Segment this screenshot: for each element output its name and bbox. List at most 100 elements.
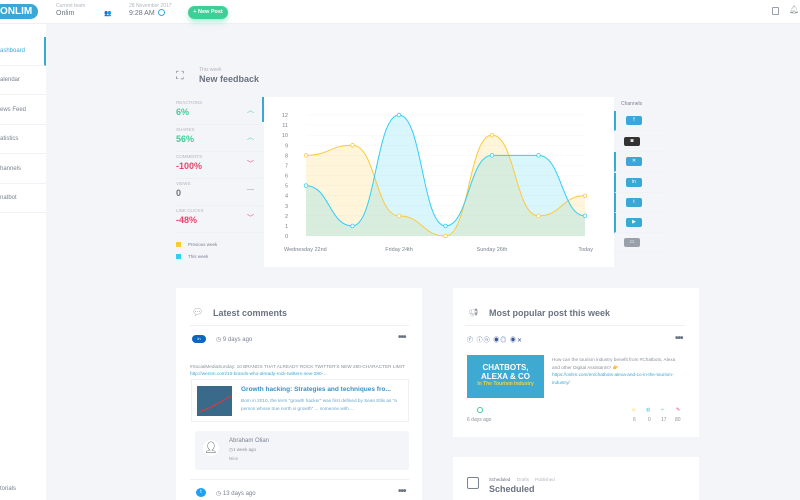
sidebar-item-tutorials[interactable]: torials xyxy=(0,486,17,492)
data-point xyxy=(350,223,355,229)
comment-time: ◷ 9 days ago xyxy=(216,337,253,343)
sidebar-item-dashboard[interactable]: ashboard xyxy=(0,37,46,66)
chevron-up-icon: ︿ xyxy=(247,107,254,114)
channel-xing[interactable]: ✕ xyxy=(614,152,668,172)
team-users-icon[interactable]: 👥 xyxy=(104,11,112,17)
logo[interactable]: ONLIM xyxy=(0,4,39,19)
data-point xyxy=(489,132,495,138)
calendar-icon[interactable] xyxy=(772,7,779,15)
channel-twitter[interactable]: t xyxy=(614,193,668,213)
scheduled-title: Scheduled xyxy=(489,484,535,494)
data-point xyxy=(303,183,309,188)
legend-swatch-this-week xyxy=(176,254,181,259)
share-icon: ⑂ xyxy=(661,407,665,413)
reply: 👤︎ Abraham Olian ◷1 week ago Nice xyxy=(195,431,409,470)
reply-text: Nice xyxy=(229,456,239,461)
stat-shares: 17 xyxy=(661,417,667,423)
sidebar-item-chatbot[interactable]: natbot xyxy=(0,184,46,213)
kpi-link-clicks: Link clicks -48% ﹀ xyxy=(176,206,262,233)
facebook-icon: f xyxy=(626,116,642,125)
y-tick-label: 10 xyxy=(282,133,288,139)
comment-icon: 💬︎ xyxy=(192,307,204,317)
data-point xyxy=(443,233,448,239)
channel-youtube[interactable]: ▶ xyxy=(614,213,668,233)
x-tick-label: Sunday 26th xyxy=(477,247,508,253)
kpi-views: Views 0— xyxy=(176,179,262,206)
popular-post-card: 📢︎ Most popular post this week ⓕ ⓘⓝ ◉◎ ◉… xyxy=(453,288,699,437)
sidebar-item-calendar[interactable]: alendar xyxy=(0,66,46,95)
data-point xyxy=(396,213,402,219)
channel-other[interactable]: ▭ xyxy=(614,233,668,253)
sidebar-item-channels[interactable]: hannels xyxy=(0,155,46,184)
scheduled-card: Scheduled Drafts Published Scheduled xyxy=(453,457,699,500)
instagram-icon: ◙ xyxy=(624,137,640,146)
bell-icon[interactable]: 🔔︎ xyxy=(789,5,800,14)
tab-scheduled[interactable]: Scheduled xyxy=(489,477,511,482)
twitter-icon: t xyxy=(196,488,206,497)
area-this-week xyxy=(306,115,585,236)
clock-icon[interactable] xyxy=(158,9,165,16)
link-preview[interactable]: Growth hacking: Strategies and technique… xyxy=(191,379,409,422)
linkedin-icon: in xyxy=(626,178,642,187)
y-tick-label: 12 xyxy=(282,113,288,119)
data-point xyxy=(303,153,309,158)
preview-title[interactable]: Growth hacking: Strategies and technique… xyxy=(241,386,391,393)
data-point xyxy=(489,153,495,158)
chart-card: 0 1 2 3 4 5 6 7 8 9 10 11 12 Wednesday 22nd Friday 24t… xyxy=(264,97,614,267)
x-tick-label: Wednesday 22nd xyxy=(284,247,327,253)
youtube-icon: ▶ xyxy=(626,218,642,227)
comments-title: Latest comments xyxy=(213,308,288,318)
xing-icon: ✕ xyxy=(626,157,642,166)
sidebar-item-news-feed[interactable]: ews Feed xyxy=(0,96,46,125)
more-options-button-2[interactable]: ••• xyxy=(398,486,406,497)
chevron-down-icon: ﹀ xyxy=(247,215,254,222)
channel-icons: ⓕ ⓘⓝ ◉◎ ◉✕ xyxy=(467,338,524,344)
linkedin-icon: in xyxy=(192,335,206,343)
tab-drafts[interactable]: Drafts xyxy=(517,477,530,482)
post-link[interactable]: https://onlim.com/en/chatbots-alexa-and-… xyxy=(552,372,674,385)
legend-swatch-previous xyxy=(176,242,181,247)
legend-previous-week: Previous week xyxy=(188,242,218,247)
data-point xyxy=(396,112,402,118)
smile-icon: ☺ xyxy=(631,407,637,413)
post-image[interactable]: CHATBOTS, ALEXA & CO In The Tourism Indu… xyxy=(467,355,544,398)
y-tick-label: 8 xyxy=(285,153,288,159)
area-previous-week xyxy=(306,135,585,236)
sidebar-item-statistics[interactable]: atistics xyxy=(0,125,46,154)
more-options-button[interactable]: ••• xyxy=(675,333,683,344)
team-name[interactable]: Onlim xyxy=(56,10,75,17)
sidebar: ashboard alendar ews Feed atistics hanne… xyxy=(0,24,46,500)
more-options-button[interactable]: ••• xyxy=(398,332,406,343)
latest-comments-card: 💬︎ Latest comments in ◷ 9 days ago ••• #… xyxy=(176,288,422,500)
y-tick-label: 9 xyxy=(285,143,288,149)
post-link[interactable]: http://wersm.com/10-brands-who-already-r… xyxy=(190,371,328,376)
y-tick-label: 0 xyxy=(285,234,288,240)
popular-title: Most popular post this week xyxy=(489,308,611,318)
dash-icon: — xyxy=(247,186,254,193)
feedback-subtitle: This week xyxy=(199,67,222,73)
data-point xyxy=(350,143,355,148)
y-tick-label: 2 xyxy=(285,214,288,220)
calendar-clock-icon xyxy=(467,477,479,489)
kpi-reactions: Reactions 6% ︿ xyxy=(176,98,262,125)
avatar: 👤︎ xyxy=(203,440,219,456)
channel-facebook[interactable]: f xyxy=(614,111,668,131)
stat-comments: 0 xyxy=(648,417,651,423)
top-bar: ONLIM Current team Onlim 👥 28 November 2… xyxy=(0,0,800,24)
new-post-button[interactable]: + New Post xyxy=(188,6,228,19)
kpi-active-indicator xyxy=(262,97,264,122)
tab-published[interactable]: Published xyxy=(535,477,555,482)
data-point xyxy=(582,213,588,219)
x-tick-label: Today xyxy=(578,247,593,253)
channel-instagram[interactable]: ◙ xyxy=(614,132,668,152)
easel-icon: ⛶ xyxy=(176,70,184,82)
kpi-shares: Shares 56% ︿ xyxy=(176,125,262,152)
link-icon: ✎ xyxy=(676,407,681,413)
preview-image xyxy=(197,386,232,416)
reply-time: ◷1 week ago xyxy=(229,447,256,452)
channel-linkedin[interactable]: in xyxy=(614,173,668,193)
comment-time-2: ◷ 13 days ago xyxy=(216,491,256,497)
y-tick-label: 7 xyxy=(285,163,288,169)
reply-author[interactable]: Abraham Olian xyxy=(229,438,270,444)
